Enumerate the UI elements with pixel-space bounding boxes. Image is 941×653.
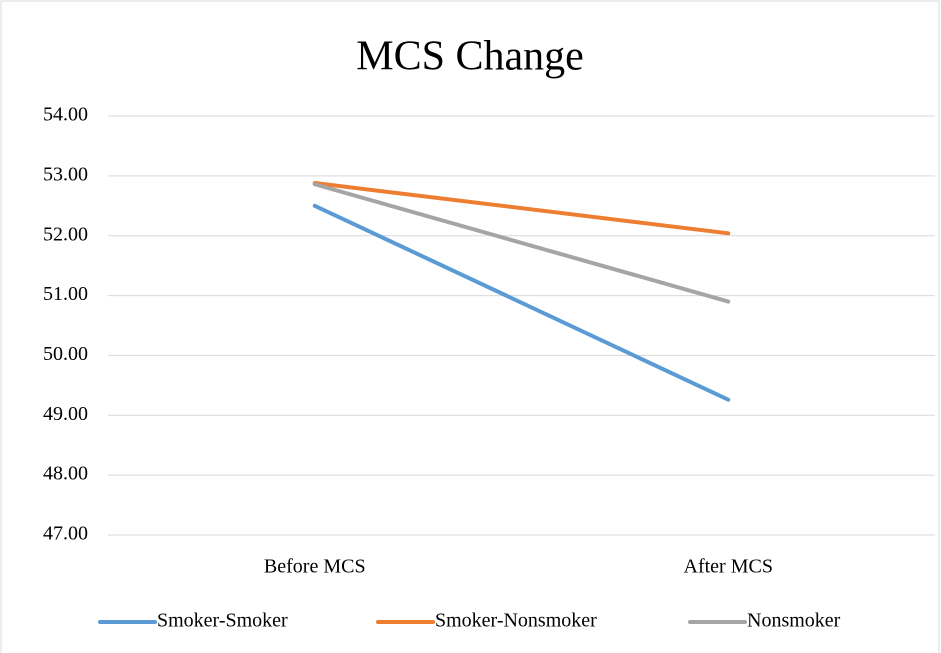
x-tick-label: After MCS (684, 556, 773, 578)
legend-label: Nonsmoker (747, 610, 841, 632)
legend-label: Smoker-Nonsmoker (435, 610, 597, 632)
chart-title: MCS Change (356, 34, 584, 80)
y-tick-label: 52.00 (43, 223, 88, 245)
x-tick-label: Before MCS (264, 556, 366, 578)
y-tick-label: 48.00 (43, 463, 88, 485)
y-tick-label: 47.00 (43, 523, 88, 545)
y-tick-label: 54.00 (43, 104, 88, 126)
series-line (312, 181, 731, 236)
series-line (312, 203, 731, 402)
y-tick-label: 50.00 (43, 343, 88, 365)
legend-label: Smoker-Smoker (157, 610, 288, 632)
y-tick-label: 51.00 (43, 283, 88, 305)
series-line (312, 182, 731, 304)
y-tick-label: 53.00 (43, 163, 88, 185)
y-tick-label: 49.00 (43, 403, 88, 425)
